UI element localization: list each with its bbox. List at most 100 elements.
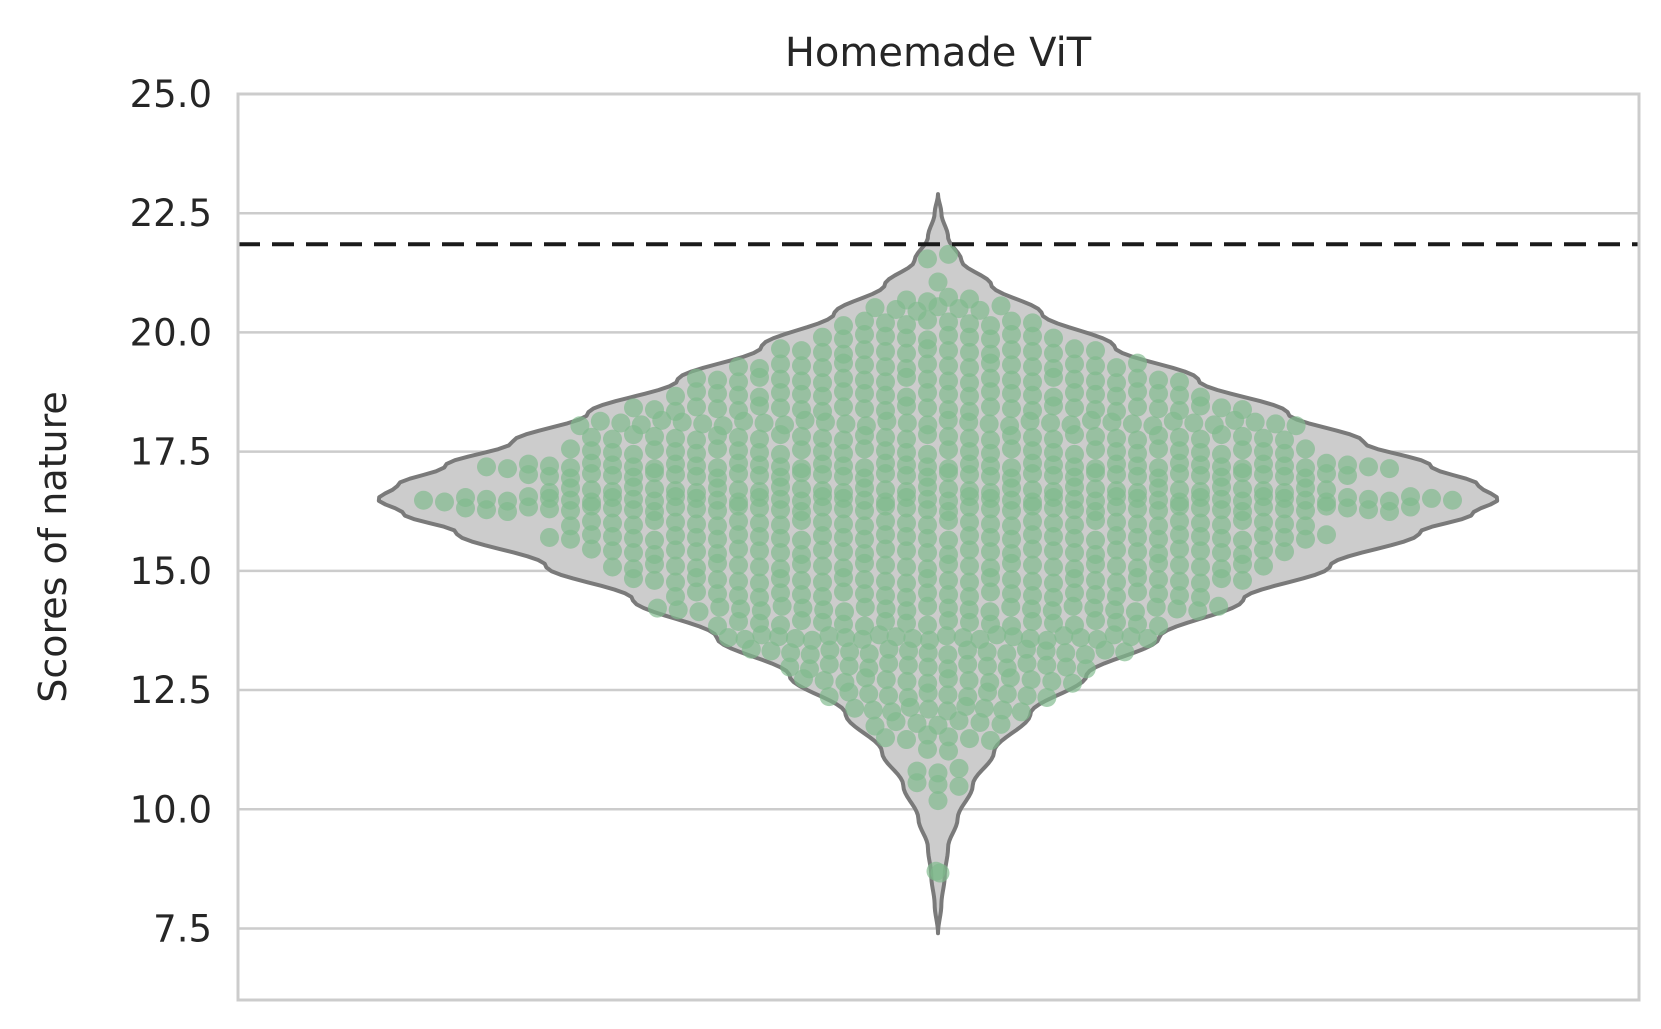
swarm-point [750,443,769,463]
swarm-point [1086,371,1105,391]
swarm-point [897,573,916,593]
swarm-point [708,569,727,589]
swarm-point [1065,398,1084,418]
swarm-point [1086,426,1105,446]
swarm-point [920,630,940,650]
swarm-point [771,515,790,535]
swarm-point [855,370,874,390]
swarm-point [876,480,895,500]
swarm-point [981,582,1000,602]
swarm-point [958,687,978,707]
swarm-point [1212,528,1231,548]
swarm-point [960,428,979,448]
swarm-point [1107,586,1126,606]
swarm-point [1275,514,1294,534]
swarm-point [1170,441,1189,461]
swarm-point [876,441,895,461]
swarm-point [938,685,958,705]
swarm-point [687,558,706,578]
swarm-point [582,525,601,545]
swarm-point [1149,616,1168,636]
swarm-point [414,490,433,510]
swarm-point [876,670,896,690]
swarm-point [582,427,601,447]
swarm-point [540,527,559,547]
swarm-point [775,415,795,435]
swarm-point [939,384,958,404]
swarm-point [813,428,832,448]
swarm-point [729,357,748,377]
swarm-point [645,426,664,446]
swarm-point [1086,585,1105,605]
swarm-point [1044,359,1063,378]
swarm-point [960,481,979,501]
swarm-point [876,385,895,405]
swarm-point [498,459,517,479]
swarm-point [897,557,916,577]
swarm-point [979,414,999,434]
swarm-point [1191,482,1210,502]
swarm-point [792,585,811,605]
swarm-point [1359,489,1378,509]
swarm-point [645,530,664,550]
swarm-point [708,616,727,636]
swarm-point [687,368,706,388]
swarm-point [960,540,979,560]
swarm-point [876,313,895,333]
swarm-point [981,443,1000,463]
swarm-point [897,343,916,363]
swarm-point [1107,442,1126,462]
swarm-point [1002,311,1021,331]
swarm-point [918,398,937,418]
swarm-point [1002,616,1021,636]
swarm-point [897,387,916,407]
swarm-point [713,416,733,436]
swarm-point [960,401,979,421]
swarm-point [834,558,853,578]
swarm-point [897,513,916,533]
swarm-point [729,555,748,575]
swarm-point [865,298,885,318]
swarm-point [802,630,822,650]
swarm-point [687,527,706,547]
swarm-point [1184,413,1204,433]
swarm-point [1002,439,1021,459]
swarm-point [1044,443,1063,463]
swarm-point [970,713,990,733]
swarm-point [960,314,979,334]
swarm-point [813,481,832,501]
swarm-point [1107,512,1126,532]
swarm-point [981,368,1000,388]
swarm-point [938,659,958,679]
swarm-point [876,555,895,575]
swarm-point [876,372,895,392]
swarm-point [970,629,990,649]
swarm-point [1023,372,1042,392]
plot-frame [236,92,1641,1002]
swarm-point [918,559,937,579]
swarm-point [855,544,874,564]
swarm-point [1128,353,1147,373]
swarm-point [687,514,706,534]
swarm-point [1149,544,1168,564]
swarm-point [1149,569,1168,589]
swarm-point [938,645,958,665]
y-tick-label: 17.5 [130,431,212,474]
swarm-point [991,714,1011,734]
swarm-point [1338,455,1357,475]
swarm-point [919,699,939,719]
swarm-point [800,659,819,679]
swarm-point [1065,444,1084,464]
swarm-point [1233,479,1252,499]
swarm-point [1086,341,1105,361]
swarm-point [813,386,832,406]
swarm-point [771,339,790,359]
swarm-point [540,482,559,502]
swarm-point [666,386,685,406]
swarm-point [1065,354,1084,374]
swarm-point [876,599,896,619]
swarm-point [918,657,938,677]
swarm-point [582,441,601,461]
swarm-point [1296,516,1315,536]
